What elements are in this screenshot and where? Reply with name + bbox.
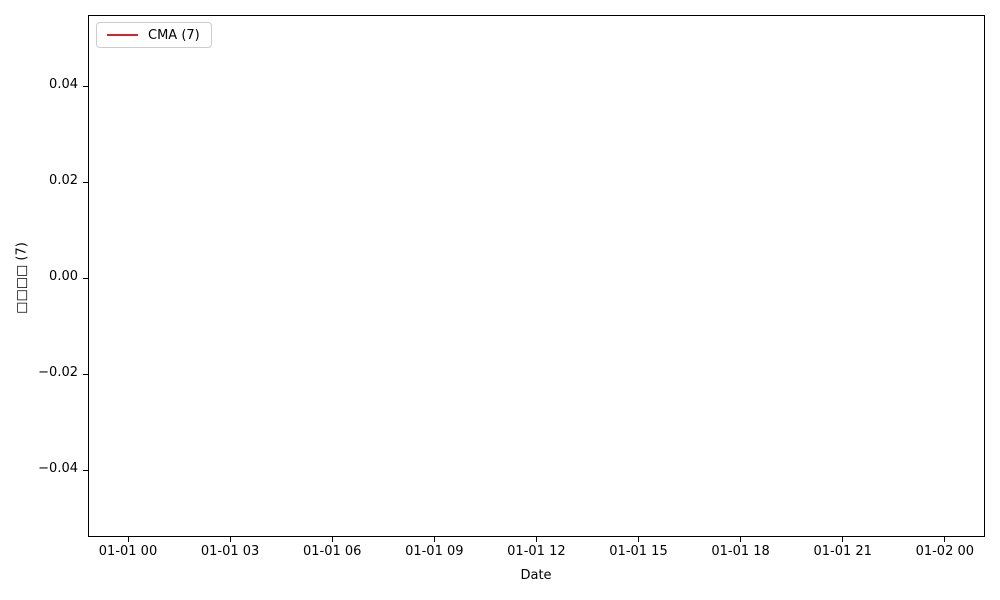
x-tick-mark xyxy=(331,537,333,542)
y-tick-mark xyxy=(83,277,88,279)
legend: CMA (7) xyxy=(96,22,212,48)
legend-label: CMA (7) xyxy=(148,27,200,43)
y-tick-mark xyxy=(83,373,88,375)
x-tick-label: 01-01 00 xyxy=(98,544,158,559)
x-tick-mark xyxy=(433,537,435,542)
x-tick-label: 01-01 12 xyxy=(507,544,566,559)
x-tick-mark xyxy=(842,537,844,542)
x-tick-mark xyxy=(638,537,639,542)
x-tick-label: 01-02 00 xyxy=(915,544,975,559)
x-axis-label: Date xyxy=(520,568,552,583)
legend-line-sample xyxy=(107,34,138,36)
x-tick-label: 01-01 09 xyxy=(405,544,464,559)
y-axis-label: □□□□ (7) xyxy=(14,242,30,314)
y-tick-mark xyxy=(83,181,88,183)
y-tick-label: −0.04 xyxy=(38,461,78,476)
x-tick-mark xyxy=(740,537,742,542)
x-tick-mark xyxy=(535,537,537,542)
y-tick-label: 0.04 xyxy=(49,77,78,92)
x-tick-label: 01-01 18 xyxy=(711,544,770,559)
x-tick-mark xyxy=(944,537,946,542)
y-tick-mark xyxy=(83,85,88,87)
x-tick-mark xyxy=(127,537,129,542)
x-tick-label: 01-01 03 xyxy=(200,544,260,559)
x-tick-mark xyxy=(229,537,231,542)
y-tick-label: 0.02 xyxy=(49,173,78,188)
x-tick-label: 01-01 15 xyxy=(609,544,668,559)
y-tick-mark xyxy=(83,469,88,471)
y-tick-label: −0.02 xyxy=(38,365,78,380)
x-tick-label: 01-01 06 xyxy=(302,544,362,559)
x-tick-label: 01-01 21 xyxy=(813,544,872,559)
y-tick-label: 0.00 xyxy=(49,269,78,284)
plot-area: CMA (7) xyxy=(88,15,985,537)
